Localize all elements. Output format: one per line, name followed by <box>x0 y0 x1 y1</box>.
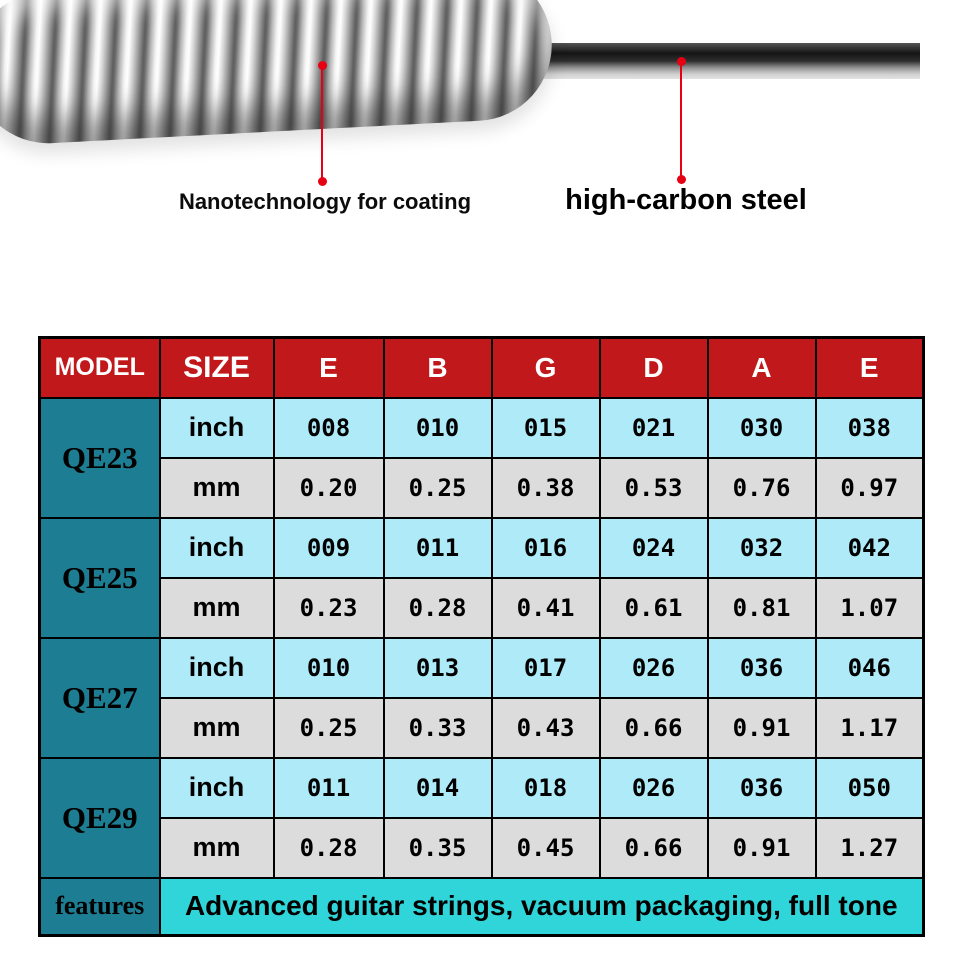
model-name: QE27 <box>38 636 161 759</box>
model-inch-row: QE29 inch 011 014 018 026 036 050 <box>38 756 925 879</box>
gauge-mm-value: 0.25 <box>272 696 385 759</box>
gauge-inch-value: 016 <box>490 516 601 579</box>
gauge-mm-value: 0.81 <box>706 576 817 639</box>
gauge-mm-value: 0.66 <box>598 696 709 759</box>
gauge-mm-value: 0.45 <box>490 816 601 879</box>
gauge-mm-value: 0.61 <box>598 576 709 639</box>
header-string-g: G <box>490 336 601 399</box>
model-inch-row: QE27 inch 010 013 017 026 036 046 <box>38 636 925 759</box>
gauge-inch-value: 050 <box>814 756 925 819</box>
gauge-inch-value: 011 <box>382 516 493 579</box>
steel-pointer-dot-bottom <box>677 175 686 184</box>
gauge-inch-value: 030 <box>706 396 817 459</box>
gauge-inch-value: 010 <box>272 636 385 699</box>
features-label: features <box>38 876 161 937</box>
gauge-inch-value: 036 <box>706 636 817 699</box>
gauge-mm-value: 0.35 <box>382 816 493 879</box>
gauge-inch-value: 042 <box>814 516 925 579</box>
gauge-inch-value: 017 <box>490 636 601 699</box>
gauge-inch-value: 021 <box>598 396 709 459</box>
coating-pointer-dot-bottom <box>318 177 327 186</box>
unit-label-inch: inch <box>158 396 275 459</box>
gauge-mm-value: 0.91 <box>706 696 817 759</box>
gauge-mm-value: 0.38 <box>490 456 601 519</box>
header-string-a: A <box>706 336 817 399</box>
wound-string-image <box>0 0 556 148</box>
gauge-mm-value: 0.28 <box>272 816 385 879</box>
gauge-inch-value: 009 <box>272 516 385 579</box>
features-row: features Advanced guitar strings, vacuum… <box>38 876 925 937</box>
model-mm-row: mm 0.28 0.35 0.45 0.66 0.91 1.27 <box>40 816 925 879</box>
unit-label-mm: mm <box>158 816 275 879</box>
gauge-mm-value: 0.66 <box>598 816 709 879</box>
gauge-mm-value: 0.33 <box>382 696 493 759</box>
model-inch-row: QE25 inch 009 011 016 024 032 042 <box>38 516 925 639</box>
features-text: Advanced guitar strings, vacuum packagin… <box>158 876 925 937</box>
gauge-inch-value: 015 <box>490 396 601 459</box>
table-header-row: MODEL SIZE E B G D A E <box>38 336 925 399</box>
model-name: QE25 <box>38 516 161 639</box>
gauge-inch-value: 008 <box>272 396 385 459</box>
gauge-inch-value: 026 <box>598 636 709 699</box>
gauge-mm-value: 0.91 <box>706 816 817 879</box>
gauge-inch-value: 038 <box>814 396 925 459</box>
gauge-inch-value: 024 <box>598 516 709 579</box>
unit-label-mm: mm <box>158 696 275 759</box>
model-name: QE29 <box>38 756 161 879</box>
header-string-b: B <box>382 336 493 399</box>
gauge-mm-value: 0.41 <box>490 576 601 639</box>
gauge-inch-value: 011 <box>272 756 385 819</box>
model-mm-row: mm 0.20 0.25 0.38 0.53 0.76 0.97 <box>40 456 925 519</box>
gauge-mm-value: 0.20 <box>272 456 385 519</box>
gauge-mm-value: 0.23 <box>272 576 385 639</box>
gauge-mm-value: 1.17 <box>814 696 925 759</box>
unit-label-mm: mm <box>158 456 275 519</box>
model-inch-row: QE23 inch 008 010 015 021 030 038 <box>38 396 925 519</box>
unit-label-inch: inch <box>158 756 275 819</box>
gauge-mm-value: 1.27 <box>814 816 925 879</box>
gauge-mm-value: 0.25 <box>382 456 493 519</box>
header-size: SIZE <box>158 336 275 399</box>
model-name: QE23 <box>38 396 161 519</box>
gauge-inch-value: 036 <box>706 756 817 819</box>
gauge-inch-value: 013 <box>382 636 493 699</box>
string-spec-table: MODEL SIZE E B G D A E QE23 inch 008 010 015… <box>38 336 925 937</box>
gauge-inch-value: 032 <box>706 516 817 579</box>
gauge-inch-value: 046 <box>814 636 925 699</box>
header-model: MODEL <box>38 336 161 399</box>
gauge-mm-value: 0.53 <box>598 456 709 519</box>
gauge-mm-value: 1.07 <box>814 576 925 639</box>
gauge-inch-value: 014 <box>382 756 493 819</box>
steel-pointer-line <box>680 61 682 179</box>
unit-label-inch: inch <box>158 636 275 699</box>
model-mm-row: mm 0.25 0.33 0.43 0.66 0.91 1.17 <box>40 696 925 759</box>
coating-pointer-line <box>321 65 323 181</box>
header-string-e2: E <box>814 336 925 399</box>
header-string-d: D <box>598 336 709 399</box>
header-string-e1: E <box>272 336 385 399</box>
steel-core-string-image <box>528 43 920 79</box>
gauge-mm-value: 0.28 <box>382 576 493 639</box>
coating-annotation-label: Nanotechnology for coating <box>178 189 472 214</box>
gauge-inch-value: 026 <box>598 756 709 819</box>
unit-label-mm: mm <box>158 576 275 639</box>
gauge-mm-value: 0.76 <box>706 456 817 519</box>
gauge-inch-value: 010 <box>382 396 493 459</box>
gauge-mm-value: 0.43 <box>490 696 601 759</box>
gauge-inch-value: 018 <box>490 756 601 819</box>
model-mm-row: mm 0.23 0.28 0.41 0.61 0.81 1.07 <box>40 576 925 639</box>
unit-label-inch: inch <box>158 516 275 579</box>
steel-annotation-label: high-carbon steel <box>565 184 807 216</box>
gauge-mm-value: 0.97 <box>814 456 925 519</box>
